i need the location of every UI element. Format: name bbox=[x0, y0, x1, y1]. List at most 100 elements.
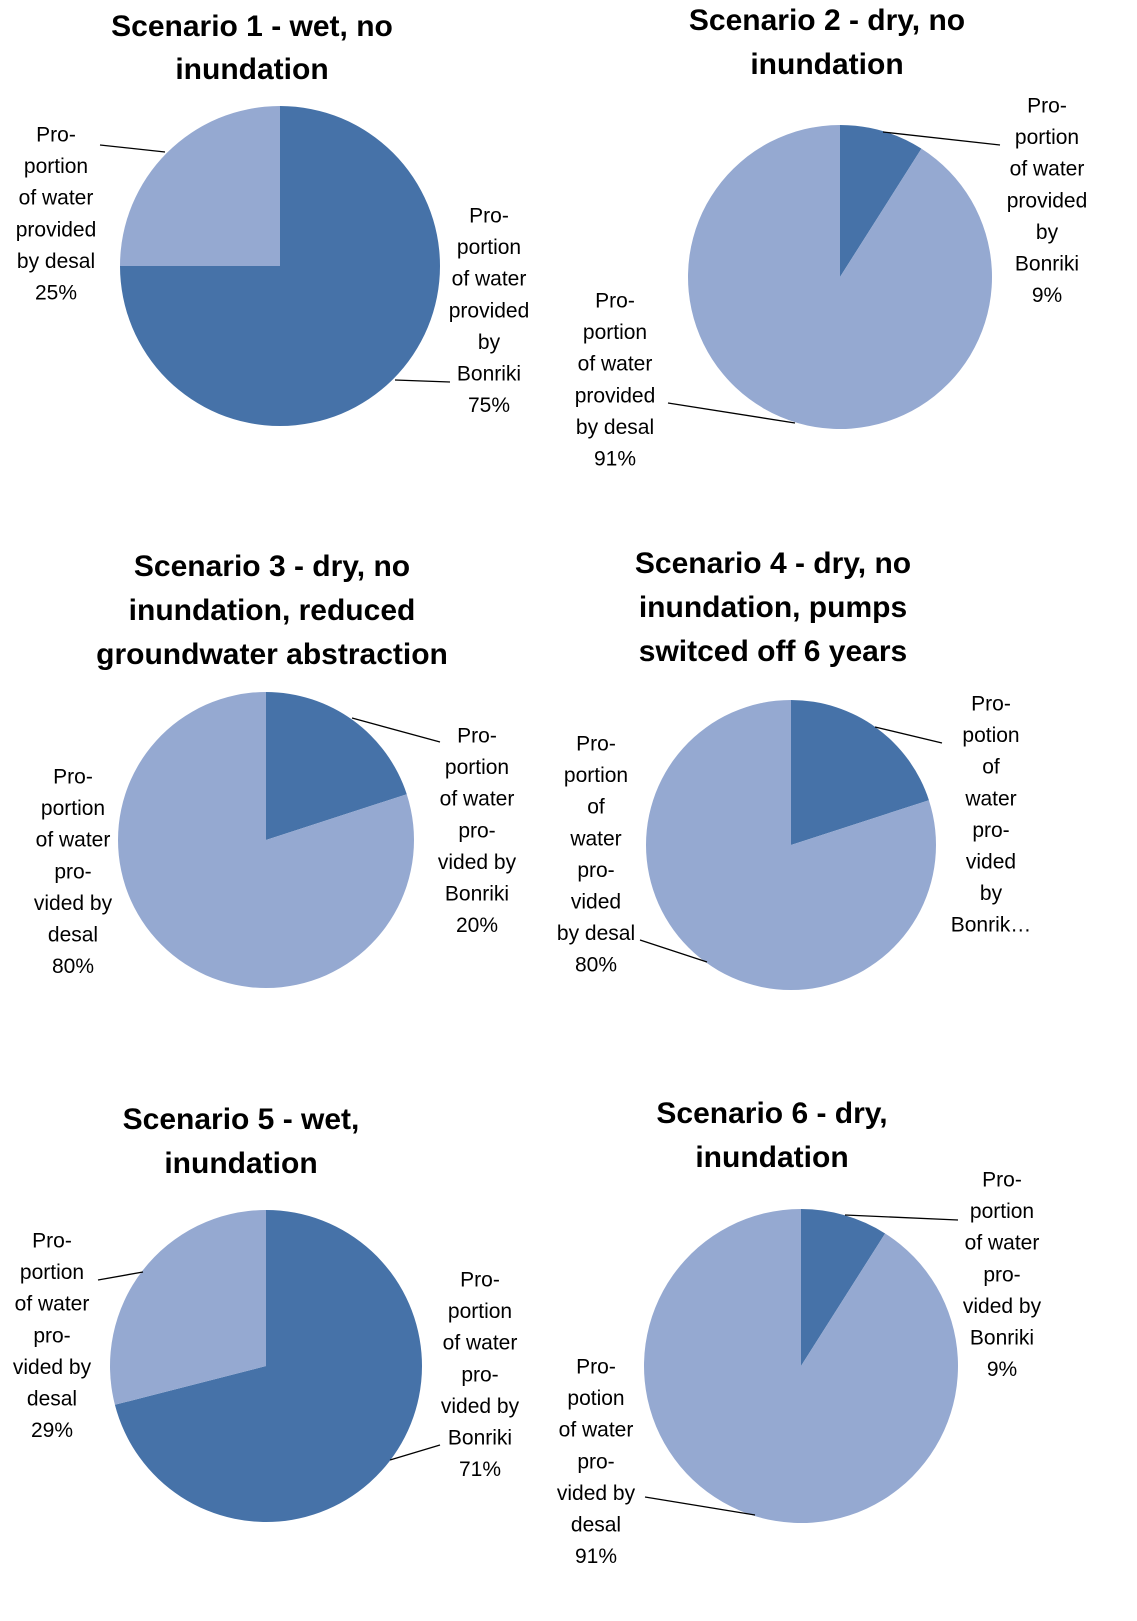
slice-label: portion bbox=[1015, 126, 1079, 149]
slice-label: by desal bbox=[557, 922, 635, 945]
slice-label: Bonriki bbox=[457, 363, 521, 386]
pie-slice bbox=[266, 692, 407, 840]
slice-label: Pro- bbox=[576, 733, 616, 756]
value-label: 91% bbox=[575, 1545, 617, 1568]
slice-label: Pro- bbox=[32, 1230, 72, 1253]
slice-label: of water bbox=[559, 1419, 634, 1442]
chart-title: inundation bbox=[750, 48, 903, 81]
slice-label: of water bbox=[452, 268, 527, 291]
slice-label: vided bbox=[571, 891, 621, 914]
value-label: 9% bbox=[1032, 284, 1062, 307]
pie-slice bbox=[118, 692, 415, 988]
chart-title: inundation bbox=[175, 53, 328, 86]
slice-label: provided bbox=[449, 299, 530, 322]
slice-label: vided by bbox=[963, 1295, 1042, 1318]
slice-label: by bbox=[478, 331, 501, 354]
leader-line bbox=[99, 144, 166, 153]
slice-label: pro- bbox=[983, 1263, 1020, 1286]
slice-label: of bbox=[982, 756, 1000, 779]
chart-title: Scenario 1 - wet, no bbox=[111, 10, 393, 43]
slice-label: Bonriki bbox=[448, 1427, 512, 1450]
slice-label: portion bbox=[445, 756, 509, 779]
pie-slice bbox=[114, 1210, 422, 1523]
leader-line bbox=[389, 1444, 441, 1461]
slice-label: desal bbox=[27, 1388, 77, 1411]
pie-slice bbox=[646, 700, 937, 990]
slice-label: vided bbox=[966, 851, 1016, 874]
slice-label: portion bbox=[457, 236, 521, 259]
slice-label: portion bbox=[20, 1261, 84, 1284]
slice-label: portion bbox=[564, 764, 628, 787]
value-label: 29% bbox=[31, 1419, 73, 1442]
slice-label: of water bbox=[15, 1293, 90, 1316]
slice-label: Bonriki bbox=[970, 1327, 1034, 1350]
slice-label: Pro- bbox=[1027, 95, 1067, 118]
chart-title: inundation, pumps bbox=[639, 591, 907, 624]
slice-label: provided bbox=[575, 384, 656, 407]
slice-label: provided bbox=[1007, 189, 1088, 212]
leader-line bbox=[874, 726, 943, 744]
pie-slice bbox=[801, 1209, 886, 1366]
slice-label: of water bbox=[19, 187, 94, 210]
slice-label: pro- bbox=[33, 1324, 70, 1347]
slice-label: of water bbox=[965, 1232, 1040, 1255]
slice-label: by desal bbox=[576, 416, 654, 439]
pie-slice bbox=[643, 1209, 958, 1524]
pie-slice bbox=[110, 1210, 266, 1405]
slice-label: Pro- bbox=[982, 1169, 1022, 1192]
slice-label: pro- bbox=[461, 1363, 498, 1386]
value-label: 9% bbox=[987, 1358, 1017, 1381]
slice-label: by desal bbox=[17, 250, 95, 273]
slice-label: of water bbox=[578, 353, 653, 376]
slice-label: potion bbox=[567, 1387, 624, 1410]
slice-label: vided by bbox=[13, 1356, 92, 1379]
chart-title: Scenario 6 - dry, bbox=[656, 1097, 887, 1130]
chart-title: switced off 6 years bbox=[639, 635, 907, 668]
chart-title: Scenario 2 - dry, no bbox=[689, 4, 965, 37]
slice-label: vided by bbox=[557, 1482, 636, 1505]
value-label: 80% bbox=[575, 954, 617, 977]
slice-label: Bonriki bbox=[1015, 253, 1079, 276]
slice-label: by bbox=[980, 882, 1003, 905]
slice-label: of water bbox=[36, 829, 111, 852]
value-label: 80% bbox=[52, 955, 94, 978]
slice-label: vided by bbox=[441, 1395, 520, 1418]
slice-label: of bbox=[587, 796, 605, 819]
leader-line bbox=[844, 1214, 959, 1221]
chart-title: Scenario 3 - dry, no bbox=[134, 550, 410, 583]
pie-slice bbox=[688, 125, 992, 429]
slice-label: vided by bbox=[34, 892, 113, 915]
slice-label: by bbox=[1036, 221, 1059, 244]
slice-label: Pro- bbox=[595, 290, 635, 313]
chart-title: inundation bbox=[164, 1147, 317, 1180]
leader-line bbox=[394, 379, 451, 383]
value-label: 75% bbox=[468, 394, 510, 417]
value-label: 25% bbox=[35, 282, 77, 305]
chart-title: groundwater abstraction bbox=[96, 638, 448, 671]
leader-line bbox=[97, 1271, 144, 1281]
chart-title: inundation bbox=[695, 1141, 848, 1174]
slice-label: Pro- bbox=[53, 766, 93, 789]
slice-label: portion bbox=[970, 1200, 1034, 1223]
slice-label: portion bbox=[41, 797, 105, 820]
value-label: 20% bbox=[456, 914, 498, 937]
slice-label: water bbox=[569, 827, 621, 850]
slice-label: water bbox=[964, 787, 1016, 810]
slice-label: pro- bbox=[577, 859, 614, 882]
value-label: 71% bbox=[459, 1458, 501, 1481]
slice-label: Pro- bbox=[576, 1356, 616, 1379]
leader-line bbox=[644, 1496, 756, 1516]
slice-label: Pro- bbox=[469, 205, 509, 228]
slice-label: provided bbox=[16, 218, 97, 241]
pie-slice bbox=[791, 700, 929, 845]
slice-label: of water bbox=[443, 1332, 518, 1355]
chart-title: Scenario 4 - dry, no bbox=[635, 547, 911, 580]
value-label: 91% bbox=[594, 448, 636, 471]
slice-label: portion bbox=[24, 155, 88, 178]
slice-label: desal bbox=[48, 924, 98, 947]
leader-line bbox=[351, 717, 441, 743]
chart-title: inundation, reduced bbox=[129, 594, 416, 627]
slice-label: desal bbox=[571, 1514, 621, 1537]
slice-label: Bonrik… bbox=[951, 914, 1032, 937]
